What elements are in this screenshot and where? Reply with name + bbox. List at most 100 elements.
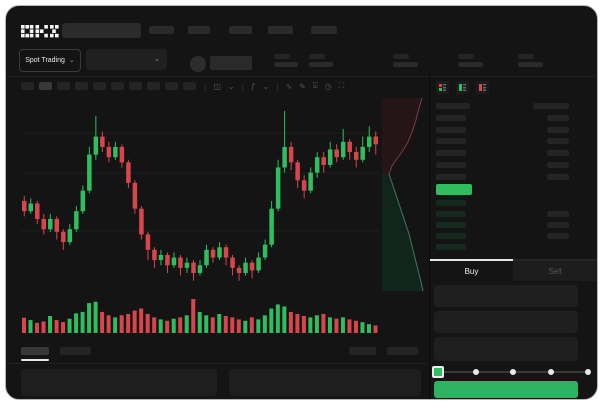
depth-bid-line: [388, 173, 424, 291]
chevron-down-icon[interactable]: ⌄: [227, 81, 235, 91]
ask-amount-placeholder: [547, 115, 569, 121]
slider-step-dot[interactable]: [547, 369, 554, 375]
timeframe-button-6[interactable]: [111, 82, 124, 90]
history-icon[interactable]: ◷: [324, 81, 332, 91]
ask-price-placeholder[interactable]: [436, 161, 466, 168]
timeframe-button-7[interactable]: [129, 82, 142, 90]
nav-item-1[interactable]: [149, 26, 174, 34]
search-input[interactable]: [62, 23, 141, 38]
candle-body: [295, 162, 300, 181]
volume-bar: [35, 322, 40, 333]
amount-input[interactable]: [434, 311, 578, 333]
ask-price-placeholder[interactable]: [436, 173, 466, 180]
volume-bar: [282, 306, 287, 333]
volume-bar: [197, 311, 202, 333]
candle-body: [282, 146, 287, 168]
nav-item-3[interactable]: [229, 26, 252, 34]
tab-sell[interactable]: Sell: [513, 259, 597, 281]
total-input[interactable]: [434, 337, 578, 361]
ask-amount-placeholder: [547, 150, 569, 157]
stat-label-1: [274, 54, 290, 59]
stat-label-4: [458, 54, 474, 59]
nav-item-4[interactable]: [268, 26, 293, 34]
depth-ask-line: [388, 98, 423, 175]
toolbar-divider: |: [204, 81, 207, 91]
slider-step-dot[interactable]: [472, 369, 479, 375]
draw-icon[interactable]: ✎: [299, 81, 306, 91]
candle-body: [308, 172, 313, 191]
candle-body: [80, 190, 86, 212]
slider-handle[interactable]: [432, 366, 444, 378]
ask-price-placeholder[interactable]: [436, 126, 466, 133]
volume-bar: [204, 315, 209, 333]
ask-price-placeholder[interactable]: [436, 138, 466, 145]
volume-bar: [139, 308, 144, 333]
stat-value-5: [518, 62, 543, 67]
volume-bar: [269, 308, 274, 333]
bid-price-placeholder[interactable]: [436, 211, 466, 217]
nav-item-5[interactable]: [311, 26, 337, 34]
timeframe-button-3[interactable]: [57, 82, 70, 90]
candle-body: [334, 149, 339, 158]
volume-bar: [158, 319, 163, 333]
slider-step-dot[interactable]: [510, 369, 516, 375]
coin-icon: [190, 56, 206, 72]
price-input[interactable]: [434, 285, 578, 307]
timeframe-button-8[interactable]: [147, 82, 160, 90]
camera-icon[interactable]: ⌻: [312, 81, 318, 90]
market-selector-dropdown[interactable]: Spot Trading ⌄: [19, 49, 81, 72]
bottom-tab-active[interactable]: [21, 347, 49, 355]
stat-label-3: [393, 54, 409, 59]
bid-price-placeholder[interactable]: [436, 233, 466, 239]
volume-bar: [54, 320, 59, 333]
bottom-right-control-2[interactable]: [387, 347, 418, 355]
volume-bar: [80, 311, 85, 333]
candle-body: [54, 218, 60, 232]
bottom-tab-2[interactable]: [60, 347, 91, 355]
tab-buy[interactable]: Buy: [430, 259, 513, 281]
volume-bar: [145, 313, 150, 333]
chevron-down-icon: ⌄: [154, 56, 160, 63]
timeframe-button-10[interactable]: [183, 82, 196, 90]
candle-body: [184, 262, 190, 268]
volume-bar: [340, 317, 345, 333]
volume-bar: [48, 316, 53, 333]
chevron-down-icon[interactable]: ⌄: [262, 81, 270, 91]
timeframe-button-9[interactable]: [165, 82, 178, 90]
orderbook-view-asks-icon[interactable]: [476, 81, 489, 94]
candle-body: [236, 267, 242, 273]
timeframe-button-4[interactable]: [75, 82, 88, 90]
timeframe-button-1[interactable]: [21, 82, 34, 90]
bid-price-placeholder[interactable]: [436, 244, 466, 250]
candle-body: [256, 257, 261, 271]
slider-step-dot[interactable]: [585, 369, 591, 375]
orderbook-view-combined-icon[interactable]: [436, 81, 449, 94]
bid-amount-placeholder: [547, 222, 569, 228]
volume-bar: [61, 322, 66, 333]
candle-body: [314, 157, 320, 173]
volume-bar: [217, 313, 222, 333]
ask-price-placeholder[interactable]: [436, 150, 466, 157]
volume-bar: [152, 317, 157, 333]
ask-price-placeholder[interactable]: [436, 115, 466, 121]
bid-price-placeholder[interactable]: [436, 200, 466, 206]
indicators-icon[interactable]: ƒ: [250, 81, 256, 91]
bid-price-placeholder[interactable]: [436, 222, 466, 228]
candlestick-chart[interactable]: [21, 98, 379, 291]
bottom-right-control-1[interactable]: [349, 347, 376, 355]
candle-body: [197, 265, 203, 273]
timeframe-button-5[interactable]: [93, 82, 106, 90]
nav-item-2[interactable]: [188, 26, 210, 34]
stat-label-2: [309, 54, 325, 59]
candle-body: [269, 208, 274, 245]
line-tool-icon[interactable]: ∿: [285, 81, 293, 91]
fullscreen-icon[interactable]: ⛶: [338, 81, 345, 90]
amount-slider[interactable]: [432, 365, 591, 379]
candle-body: [191, 262, 196, 273]
pair-selector-dropdown[interactable]: ⌄: [86, 49, 167, 70]
orderbook-view-bids-icon[interactable]: [456, 81, 469, 94]
buy-submit-button[interactable]: [434, 381, 578, 398]
chart-style-icon[interactable]: ◫: [213, 81, 221, 91]
timeframe-button-2-active[interactable]: [39, 82, 52, 90]
volume-bar: [262, 315, 267, 333]
